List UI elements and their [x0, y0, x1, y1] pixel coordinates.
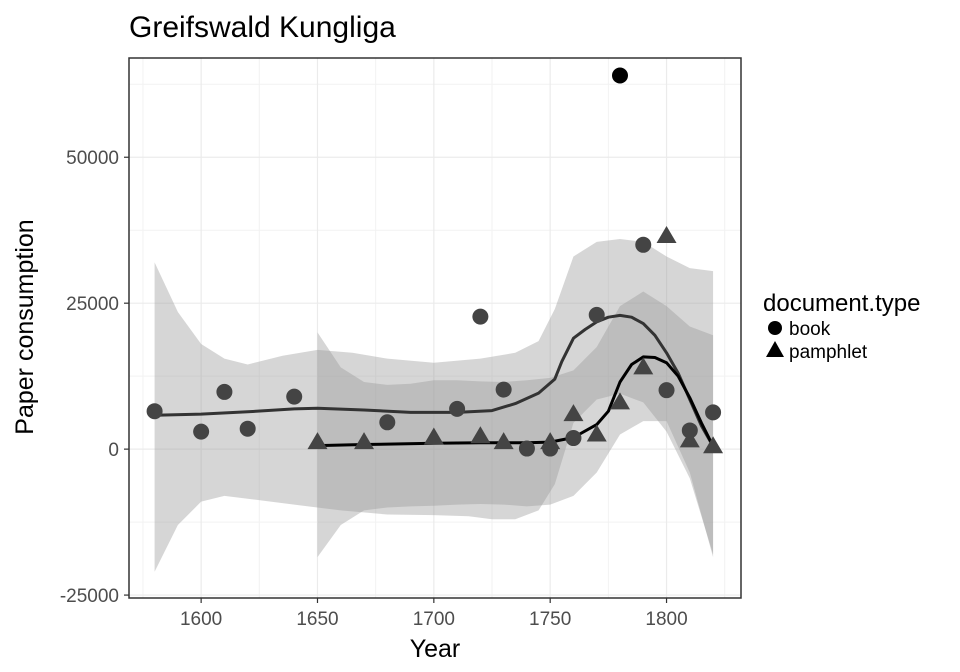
- legend-label-book: book: [789, 319, 831, 340]
- data-point-pamphlet: [470, 426, 491, 444]
- data-point-pamphlet: [354, 432, 375, 450]
- data-point-pamphlet: [609, 392, 630, 410]
- x-tick-label: 1800: [645, 609, 687, 630]
- x-axis: 1600 1650 1700 1750 1800: [180, 598, 688, 630]
- data-point-pamphlet: [493, 432, 514, 450]
- confidence-band-book: [154, 238, 714, 572]
- data-point-pamphlet: [423, 427, 444, 445]
- data-point-book: [565, 430, 582, 447]
- confidence-band-pamphlet: [317, 291, 714, 558]
- data-point-book: [286, 388, 303, 405]
- data-point-pamphlet: [656, 226, 677, 244]
- data-point-book: [658, 382, 675, 399]
- data-point-book: [193, 423, 210, 440]
- legend-circle-icon: [768, 321, 782, 335]
- data-point-pamphlet: [540, 432, 561, 450]
- plot-panel: [128, 57, 742, 599]
- confidence-bands: [154, 238, 714, 572]
- y-tick-label: -25000: [60, 586, 119, 607]
- data-point-book: [146, 403, 163, 420]
- legend: document.type book pamphlet: [763, 290, 920, 363]
- data-point-pamphlet: [679, 430, 700, 448]
- data-point-book: [495, 381, 512, 398]
- data-point-book: [449, 400, 466, 417]
- data-point-pamphlet: [307, 432, 328, 450]
- data-point-book: [216, 383, 233, 400]
- chart-title: Greifswald Kungliga: [129, 11, 396, 44]
- data-point-book: [588, 306, 605, 323]
- data-points: [146, 67, 724, 457]
- legend-label-pamphlet: pamphlet: [789, 342, 868, 363]
- legend-triangle-icon: [766, 341, 784, 357]
- panel-border: [128, 57, 742, 599]
- data-point-pamphlet: [586, 424, 607, 442]
- y-tick-label: 50000: [66, 148, 119, 169]
- data-point-book: [611, 67, 628, 84]
- data-point-pamphlet: [633, 357, 654, 375]
- x-tick-label: 1650: [296, 609, 338, 630]
- data-point-pamphlet: [563, 404, 584, 422]
- y-axis: -25000 0 25000 50000: [60, 148, 129, 607]
- x-tick-label: 1600: [180, 609, 222, 630]
- x-axis-title: Year: [410, 635, 461, 663]
- data-point-book: [379, 414, 396, 431]
- data-point-book: [705, 404, 722, 421]
- legend-title: document.type: [763, 290, 920, 317]
- x-tick-label: 1750: [529, 609, 571, 630]
- data-point-pamphlet: [703, 436, 724, 454]
- smooth-line-book: [154, 313, 715, 447]
- data-point-book: [635, 236, 652, 253]
- y-tick-label: 0: [108, 440, 119, 461]
- y-axis-title: Paper consumption: [11, 219, 39, 434]
- panel-background: [129, 58, 741, 598]
- data-point-book: [239, 420, 256, 437]
- data-point-book: [472, 308, 489, 325]
- grid-lines: [129, 58, 741, 598]
- x-tick-label: 1700: [413, 609, 455, 630]
- y-tick-label: 25000: [66, 294, 119, 315]
- data-point-book: [518, 440, 535, 457]
